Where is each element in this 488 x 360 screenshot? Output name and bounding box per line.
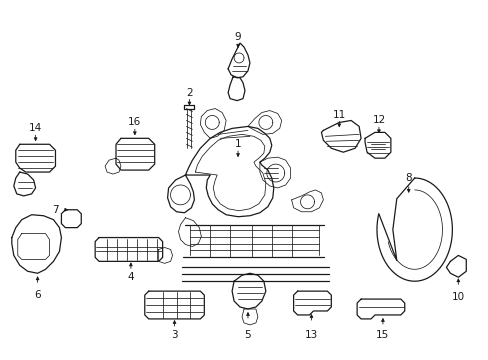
Text: 3: 3 <box>171 330 178 340</box>
Text: 4: 4 <box>127 272 134 282</box>
Text: 7: 7 <box>52 205 59 215</box>
Text: 5: 5 <box>244 330 251 340</box>
Text: 1: 1 <box>234 139 241 149</box>
Text: 16: 16 <box>128 117 141 127</box>
Text: 9: 9 <box>234 32 241 42</box>
Text: 14: 14 <box>29 123 42 134</box>
Text: 12: 12 <box>371 116 385 126</box>
Text: 10: 10 <box>451 292 464 302</box>
Text: 13: 13 <box>304 330 318 340</box>
Text: 8: 8 <box>405 173 411 183</box>
Text: 6: 6 <box>34 290 41 300</box>
Text: 15: 15 <box>376 330 389 340</box>
Text: 11: 11 <box>332 109 345 120</box>
Text: 2: 2 <box>186 88 192 98</box>
